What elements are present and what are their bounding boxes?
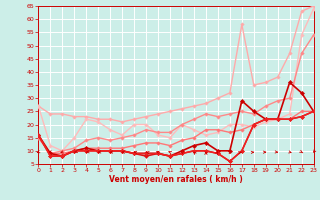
X-axis label: Vent moyen/en rafales ( km/h ): Vent moyen/en rafales ( km/h )	[109, 175, 243, 184]
